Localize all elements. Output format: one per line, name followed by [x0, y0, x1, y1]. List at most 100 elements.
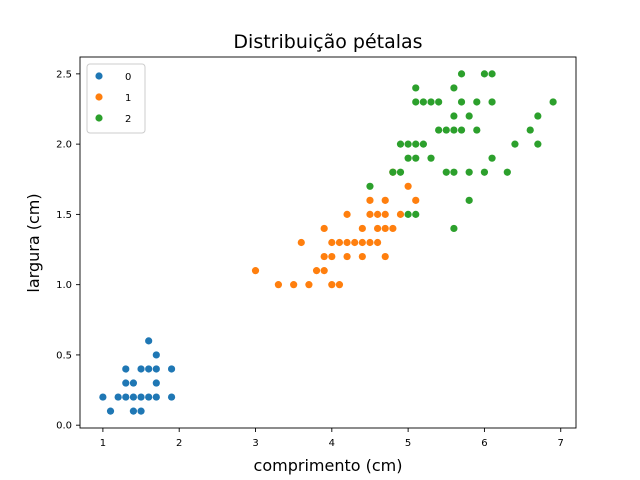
- series-0-point: [137, 365, 145, 373]
- series-1-point: [290, 281, 298, 289]
- series-2-point: [419, 98, 427, 106]
- series-2-point: [427, 98, 435, 106]
- y-tick-label: 2.0: [56, 140, 72, 151]
- series-1-point: [358, 238, 366, 247]
- plot-frame: [79, 56, 577, 429]
- series-1-point: [396, 210, 405, 218]
- series-2-point: [427, 154, 435, 162]
- series-2-point: [450, 112, 458, 120]
- series-2-point: [488, 98, 496, 106]
- series-2-point: [480, 168, 489, 176]
- series-2-point: [389, 168, 397, 176]
- series-2-point: [534, 112, 542, 120]
- series-1-point: [374, 238, 382, 247]
- series-0-point: [99, 393, 107, 401]
- series-1-point: [305, 281, 313, 289]
- series-1-point: [320, 252, 328, 261]
- series-1-point: [366, 196, 374, 204]
- series-1-point: [358, 224, 366, 233]
- series-1-point: [381, 252, 389, 261]
- series-2-point: [465, 168, 473, 176]
- series-2-point: [412, 154, 420, 162]
- x-tick-label: 3: [252, 438, 258, 449]
- series-1-point: [358, 252, 366, 261]
- series-0-point: [129, 393, 138, 401]
- series-1-point: [328, 252, 336, 261]
- series-1-point: [328, 281, 336, 289]
- axis-ticks: 1 2 3 4 5 6 7 0.0 0.5 1.0 1.5 2.0 2.5: [56, 69, 564, 449]
- y-tick-label: 0.5: [56, 350, 72, 361]
- series-1-point: [389, 224, 397, 233]
- series-0-point: [137, 393, 145, 401]
- series-2-point: [412, 140, 420, 148]
- series-1-point: [320, 224, 328, 233]
- series-0-point: [145, 365, 153, 373]
- series-2-point: [473, 98, 481, 106]
- series-1-point: [343, 210, 351, 218]
- series-1-point: [312, 267, 321, 275]
- legend-marker: [95, 93, 103, 101]
- series-2-point: [450, 224, 458, 233]
- series-0-point: [152, 365, 160, 373]
- series-1-point: [343, 238, 351, 247]
- chart-title: Distribuição pétalas: [233, 31, 422, 53]
- series-1-point: [381, 224, 389, 233]
- series-2-point: [442, 168, 450, 176]
- series-2-point: [450, 84, 458, 92]
- series-0-point: [152, 379, 160, 387]
- series-1-point: [251, 267, 260, 275]
- series-2-point: [457, 126, 466, 134]
- series-2-point: [435, 126, 443, 134]
- y-axis-title: largura (cm): [24, 193, 43, 292]
- y-tick-label: 0.0: [56, 421, 72, 432]
- series-0-point: [114, 393, 122, 401]
- legend: 0 1 2: [86, 63, 146, 134]
- series-2-point: [488, 70, 496, 78]
- series-0-point: [122, 365, 130, 373]
- series-0-point: [122, 393, 130, 401]
- series-1-point: [374, 210, 382, 218]
- x-tick-label: 5: [405, 438, 411, 449]
- series-2-point: [435, 98, 443, 106]
- series-0-point: [106, 407, 115, 415]
- legend-label: 0: [125, 72, 131, 83]
- series-1-point: [343, 252, 351, 261]
- series-2-point: [442, 126, 450, 134]
- series-2-point: [465, 112, 473, 120]
- series-2-point: [473, 126, 481, 134]
- x-tick-label: 7: [558, 438, 564, 449]
- series-1-point: [335, 281, 344, 289]
- x-axis-title: comprimento (cm): [254, 456, 403, 475]
- series-2-point: [404, 154, 412, 162]
- series-2-point: [419, 140, 427, 148]
- plot-area: [79, 56, 577, 429]
- series-0-point: [167, 365, 176, 373]
- series-2-point: [488, 154, 496, 162]
- series-0-point: [145, 337, 153, 345]
- series-2-point: [457, 70, 466, 78]
- series-2-point: [404, 210, 412, 218]
- series-2-point: [412, 210, 420, 218]
- series-0-point: [129, 407, 138, 415]
- series-2-point: [457, 98, 466, 106]
- series-2-point: [404, 140, 412, 148]
- x-tick-label: 4: [329, 438, 335, 449]
- series-1-point: [412, 196, 420, 204]
- series-2-point: [396, 168, 405, 176]
- series-2-point: [396, 140, 405, 148]
- series-2-point: [412, 98, 420, 106]
- series-0-point: [145, 393, 153, 401]
- series-1-point: [320, 267, 328, 275]
- x-tick-label: 6: [481, 438, 487, 449]
- series-0-point: [137, 407, 145, 415]
- series-1-point: [274, 281, 282, 289]
- legend-label: 1: [125, 93, 131, 104]
- legend-marker: [95, 114, 103, 122]
- series-2-point: [366, 182, 374, 190]
- series-1-point: [366, 210, 374, 218]
- series-2-point: [511, 140, 519, 148]
- y-tick-label: 1.5: [56, 210, 72, 221]
- series-0-point: [129, 379, 138, 387]
- legend-marker: [95, 72, 103, 80]
- series-2-point: [526, 126, 534, 134]
